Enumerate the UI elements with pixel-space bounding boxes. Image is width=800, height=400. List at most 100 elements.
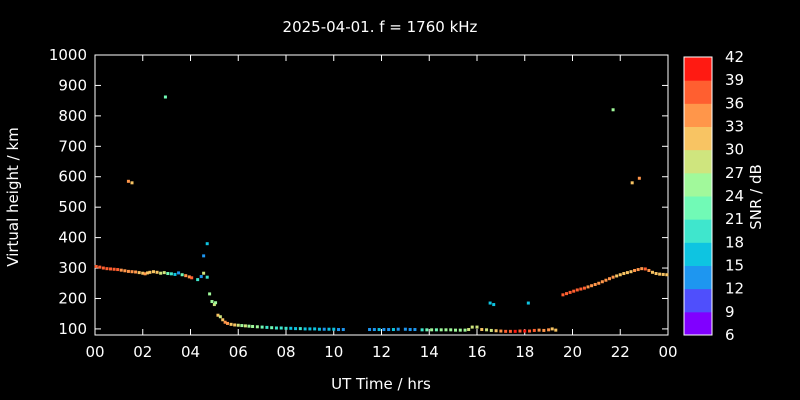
data-point bbox=[173, 272, 177, 276]
data-point bbox=[137, 271, 141, 275]
x-tick-label: 08 bbox=[276, 343, 295, 361]
data-point bbox=[408, 328, 412, 332]
data-point bbox=[467, 328, 471, 332]
data-point bbox=[294, 327, 298, 331]
data-point bbox=[255, 325, 259, 329]
data-point bbox=[159, 271, 163, 275]
data-point bbox=[221, 318, 225, 322]
data-point bbox=[579, 287, 583, 291]
data-point bbox=[163, 95, 167, 99]
data-point bbox=[279, 326, 283, 330]
data-point bbox=[223, 320, 227, 324]
x-tick-label: 12 bbox=[372, 343, 391, 361]
data-point bbox=[190, 276, 194, 280]
colorbar-tick-label: 42 bbox=[725, 48, 744, 66]
data-point bbox=[586, 285, 590, 289]
x-tick-label: 10 bbox=[324, 343, 343, 361]
colorbar-tick-label: 24 bbox=[725, 187, 744, 205]
data-point bbox=[625, 271, 629, 275]
data-point bbox=[308, 327, 312, 331]
data-point bbox=[202, 271, 206, 275]
colorbar-segment bbox=[684, 80, 712, 104]
x-axis: 00 02 04 06 08 10 12 14 16 18 20 22 00 bbox=[85, 55, 678, 361]
y-tick-label: 200 bbox=[58, 289, 87, 307]
data-point bbox=[205, 275, 209, 279]
data-point bbox=[240, 324, 244, 328]
data-point bbox=[251, 324, 255, 328]
data-point bbox=[508, 329, 512, 333]
data-point bbox=[513, 329, 517, 333]
colorbar-tick-label: 39 bbox=[725, 71, 744, 89]
x-tick-label: 16 bbox=[467, 343, 486, 361]
data-point bbox=[665, 273, 669, 277]
data-point bbox=[489, 328, 493, 332]
data-point bbox=[532, 328, 536, 332]
data-point bbox=[284, 326, 288, 330]
data-point bbox=[303, 327, 307, 331]
colorbar-segment bbox=[684, 219, 712, 243]
data-point bbox=[575, 288, 579, 292]
data-point bbox=[134, 270, 138, 274]
colorbar: 6 9 12 15 18 21 24 27 30 33 36 39 42 bbox=[683, 48, 744, 344]
x-tick-label: 06 bbox=[229, 343, 248, 361]
data-point bbox=[298, 327, 302, 331]
data-point bbox=[568, 290, 572, 294]
data-point bbox=[196, 278, 200, 282]
x-tick-label: 02 bbox=[133, 343, 152, 361]
data-point bbox=[199, 275, 203, 279]
data-point bbox=[382, 328, 386, 332]
data-point bbox=[554, 328, 558, 332]
data-point bbox=[550, 327, 554, 331]
data-point bbox=[650, 270, 654, 274]
data-point bbox=[608, 277, 612, 281]
data-point bbox=[177, 271, 181, 275]
data-point bbox=[226, 321, 230, 325]
data-point bbox=[499, 329, 503, 333]
data-point bbox=[289, 326, 293, 330]
data-point bbox=[202, 254, 206, 258]
data-point bbox=[618, 273, 622, 277]
colorbar-segment bbox=[684, 149, 712, 174]
data-point bbox=[341, 328, 345, 332]
data-point bbox=[470, 325, 474, 329]
data-point bbox=[611, 275, 615, 279]
x-axis-label: UT Time / hrs bbox=[331, 375, 431, 393]
data-point bbox=[214, 301, 218, 305]
data-point bbox=[600, 280, 604, 284]
data-point bbox=[396, 327, 400, 331]
y-tick-label: 300 bbox=[58, 259, 87, 277]
colorbar-segment bbox=[684, 103, 712, 127]
data-point bbox=[317, 327, 321, 331]
x-tick-label: 18 bbox=[515, 343, 534, 361]
data-point bbox=[337, 328, 341, 332]
data-point bbox=[654, 272, 658, 276]
data-point bbox=[260, 325, 264, 329]
data-point bbox=[236, 323, 240, 327]
colorbar-tick-label: 9 bbox=[725, 303, 735, 321]
y-tick-label: 800 bbox=[58, 107, 87, 125]
data-point bbox=[123, 269, 127, 273]
data-point bbox=[322, 327, 326, 331]
data-point bbox=[454, 328, 458, 332]
colorbar-segment bbox=[684, 288, 712, 313]
data-point bbox=[94, 265, 98, 269]
data-point bbox=[485, 328, 489, 332]
data-point bbox=[561, 293, 565, 297]
data-point bbox=[233, 323, 237, 327]
y-tick-label: 500 bbox=[58, 198, 87, 216]
colorbar-tick-label: 30 bbox=[725, 141, 744, 159]
data-point bbox=[112, 267, 116, 271]
data-point bbox=[148, 270, 152, 274]
data-point bbox=[387, 328, 391, 332]
data-point bbox=[661, 272, 665, 276]
data-point bbox=[604, 278, 608, 282]
data-point bbox=[119, 268, 123, 272]
colorbar-segment bbox=[684, 196, 712, 220]
data-point bbox=[542, 328, 546, 332]
data-point bbox=[372, 328, 376, 332]
data-point bbox=[229, 322, 233, 326]
data-point bbox=[590, 284, 594, 288]
data-point bbox=[492, 303, 496, 307]
data-point bbox=[143, 272, 147, 276]
